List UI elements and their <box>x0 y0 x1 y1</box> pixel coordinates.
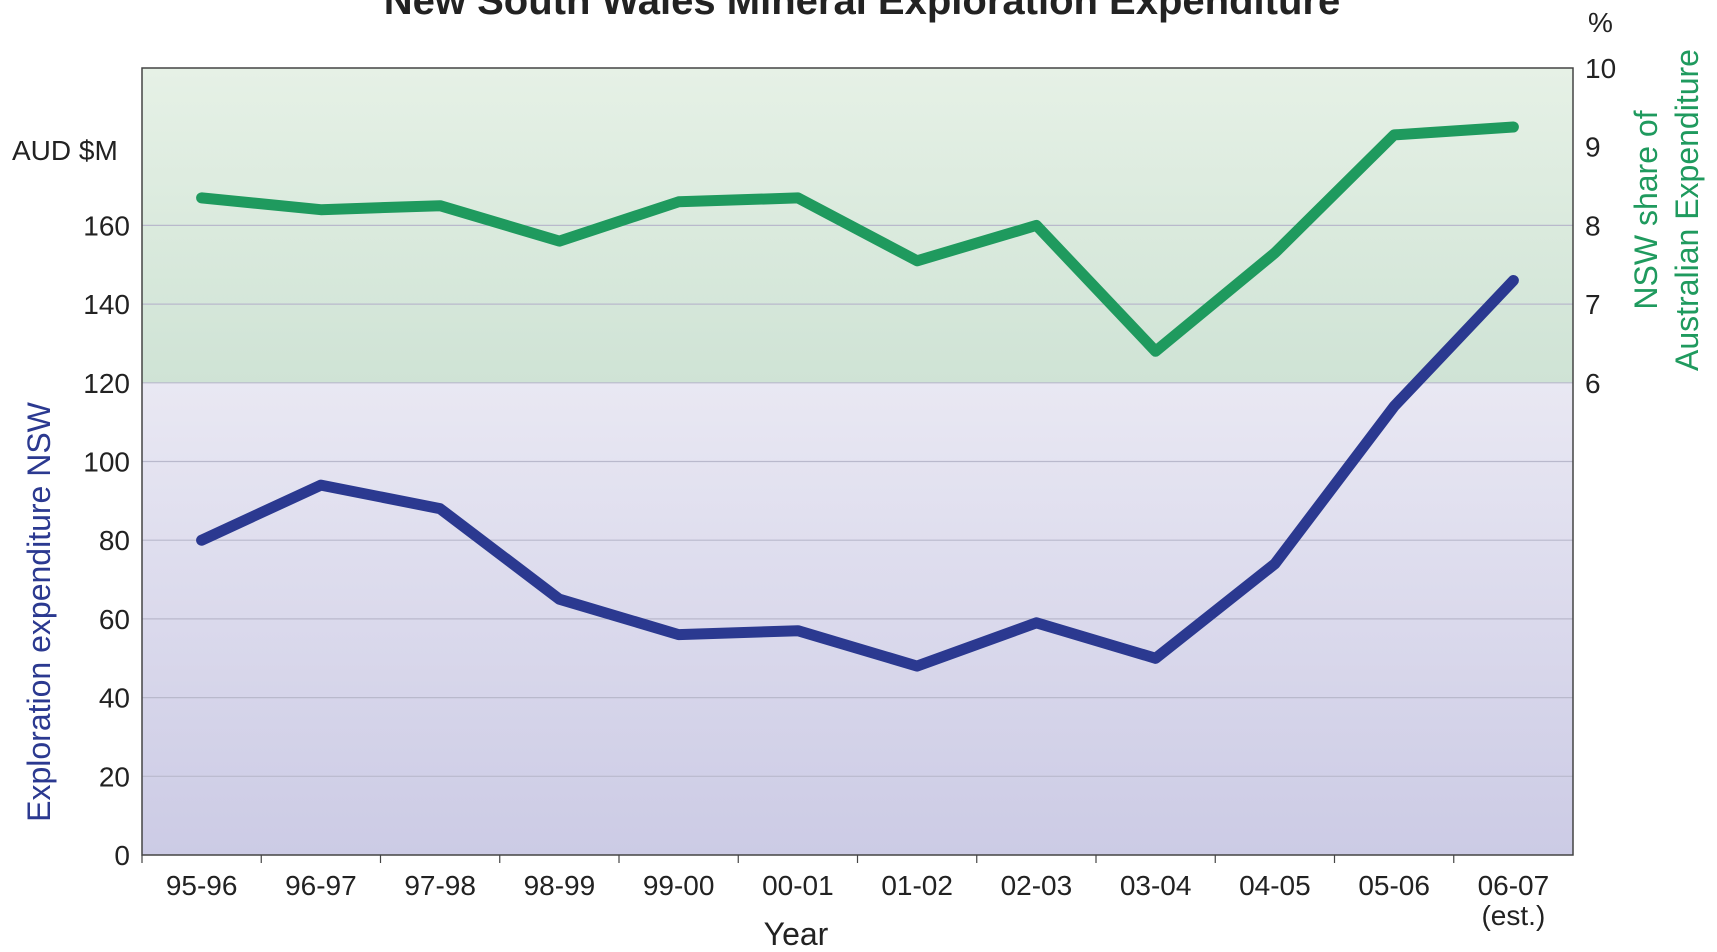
x-tick-label: 98-99 <box>524 870 596 901</box>
right-tick-label: 9 <box>1585 132 1601 163</box>
left-tick-label: 120 <box>83 368 130 399</box>
x-tick-label: 05-06 <box>1358 870 1430 901</box>
left-axis: 0 20 40 60 80 100 120 140 160 <box>83 210 130 871</box>
right-tick-label: 7 <box>1585 289 1601 320</box>
left-tick-label: 40 <box>99 683 130 714</box>
x-tick-label: 97-98 <box>404 870 476 901</box>
right-axis-unit: % <box>1588 7 1613 38</box>
x-axis: 95-96 96-97 97-98 98-99 99-00 00-01 01-02 02-03… <box>141 855 1550 931</box>
left-axis-title: Exploration expenditure NSW <box>21 401 57 822</box>
series-layer <box>196 121 1519 672</box>
left-tick-label: 160 <box>83 210 130 241</box>
left-tick-label: 80 <box>99 525 130 556</box>
chart-title: New South Wales Mineral Exploration Expe… <box>384 0 1340 23</box>
x-tick-label: 01-02 <box>881 870 953 901</box>
right-axis: 6 7 8 9 10 <box>1585 53 1616 399</box>
x-tick-sublabel: (est.) <box>1481 900 1545 931</box>
x-tick-label: 96-97 <box>285 870 357 901</box>
x-tick-label: 02-03 <box>1001 870 1073 901</box>
left-tick-label: 60 <box>99 604 130 635</box>
expenditure-series-line <box>196 275 1519 672</box>
share-series-line <box>196 121 1519 357</box>
right-axis-title-line1: NSW share of <box>1628 110 1664 309</box>
x-tick-label: 03-04 <box>1120 870 1192 901</box>
x-tick-label: 00-01 <box>762 870 834 901</box>
right-axis-title-line2: Australian Expenditure <box>1669 49 1705 371</box>
left-tick-label: 0 <box>114 840 130 871</box>
left-tick-label: 100 <box>83 447 130 478</box>
x-tick-label: 99-00 <box>643 870 715 901</box>
left-tick-label: 20 <box>99 761 130 792</box>
x-axis-title: Year <box>764 916 829 952</box>
x-tick-label: 04-05 <box>1239 870 1311 901</box>
left-axis-unit: AUD $M <box>12 135 118 166</box>
x-tick-label: 06-07 <box>1478 870 1550 901</box>
right-tick-label: 6 <box>1585 368 1601 399</box>
right-tick-label: 10 <box>1585 53 1616 84</box>
left-tick-label: 140 <box>83 289 130 320</box>
right-tick-label: 8 <box>1585 210 1601 241</box>
x-tick-label: 95-96 <box>166 870 238 901</box>
